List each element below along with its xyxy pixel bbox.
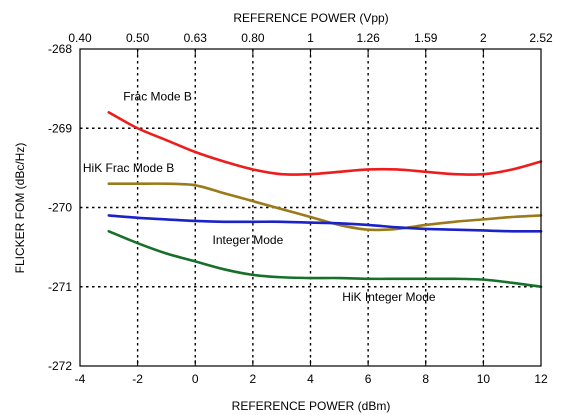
y-axis-title: FLICKER FOM (dBc/Hz) — [13, 143, 27, 274]
grid-lines — [80, 49, 541, 366]
series-label-integer-mode: Integer Mode — [213, 233, 284, 247]
series-label-hik-frac-mode-b: HiK Frac Mode B — [83, 161, 174, 175]
series-line-frac-mode-b — [107, 111, 543, 176]
series-labels: Frac Mode B HiK Frac Mode B Integer Mode Hi… — [83, 90, 436, 305]
series-line-hik-integer-mode — [107, 229, 543, 289]
x-tick-label: 6 — [365, 372, 372, 386]
x-tick-label: -4 — [75, 372, 86, 386]
top-tick-label: 0.50 — [126, 31, 150, 45]
x-tick-label: 4 — [307, 372, 314, 386]
y-tick-label: -272 — [48, 359, 72, 373]
series-lines — [107, 111, 543, 289]
top-tick-label: 1.26 — [356, 31, 380, 45]
top-tick-label: 0.63 — [184, 31, 208, 45]
y-tick-label: -271 — [48, 280, 72, 294]
series-line-integer-mode — [107, 214, 543, 233]
y-tick-label: -268 — [48, 42, 72, 56]
x-tick-label: 2 — [250, 372, 257, 386]
x-tick-label: 12 — [534, 372, 548, 386]
axis-ticks: -4 -2 0 2 4 6 8 10 12 0.40 0.50 0.63 0.80 1 1.26 1.59 2 2… — [48, 31, 553, 386]
x-tick-label: 10 — [477, 372, 491, 386]
x-tick-label: 8 — [422, 372, 429, 386]
y-tick-label: -270 — [48, 201, 72, 215]
top-tick-label: 1 — [307, 31, 314, 45]
series-label-frac-mode-b: Frac Mode B — [123, 90, 192, 104]
series-line-hik-frac-mode-b — [107, 182, 543, 232]
x-axis-title: REFERENCE POWER (dBm) — [232, 399, 391, 413]
x-tick-label: -2 — [132, 372, 143, 386]
top-tick-label: 2 — [480, 31, 487, 45]
x-tick-label: 0 — [192, 372, 199, 386]
top-tick-label: 0.80 — [241, 31, 265, 45]
series-label-hik-integer-mode: HiK Integer Mode — [342, 290, 436, 304]
top-axis-title: REFERENCE POWER (Vpp) — [233, 11, 388, 25]
y-tick-label: -269 — [48, 121, 72, 135]
top-tick-label: 0.40 — [68, 31, 92, 45]
top-tick-label: 1.59 — [414, 31, 438, 45]
top-tick-label: 2.52 — [529, 31, 553, 45]
